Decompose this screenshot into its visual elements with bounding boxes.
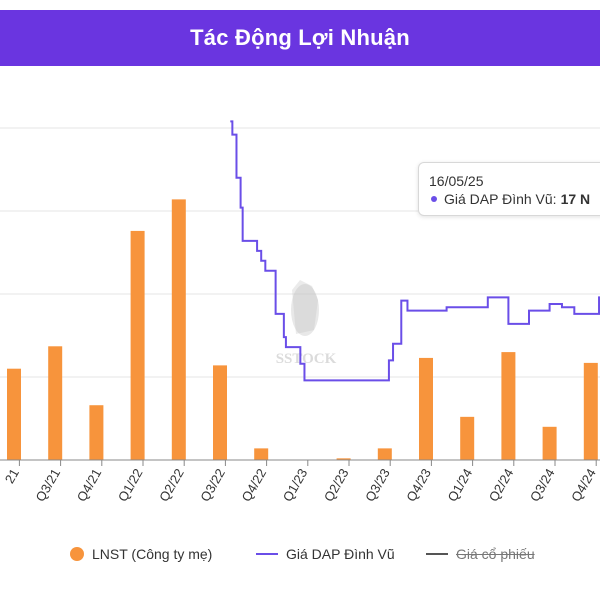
x-axis-ticks: 21 Q3/21 Q4/21 Q1/22 Q2/22 Q3/22 Q4/22 Q1/23 Q2/… (2, 460, 599, 504)
bar-Q4/23[interactable] (419, 357, 433, 460)
x-tick-label: Q3/21 (32, 466, 63, 504)
legend-label-stock-price: Giá cổ phiếu (456, 546, 535, 562)
x-tick-label: Q2/24 (486, 466, 517, 504)
legend-item-dap-price[interactable]: Giá DAP Đình Vũ (256, 546, 395, 562)
x-tick-label: Q1/22 (115, 466, 146, 504)
bar-Q4/22[interactable] (254, 448, 269, 460)
x-tick-label: Q4/24 (568, 466, 599, 504)
bar-Q3/23[interactable] (377, 448, 392, 460)
bar-Q3/22[interactable] (213, 365, 227, 460)
legend-item-stock-price[interactable]: Giá cổ phiếu (426, 546, 535, 562)
bar-Q2/22[interactable] (171, 199, 186, 460)
bar-Q4/24[interactable] (583, 362, 598, 460)
legend-label-dap-price: Giá DAP Đình Vũ (286, 546, 395, 562)
tooltip-series-name: Giá DAP Đình Vũ: (444, 191, 557, 207)
chart-header: Tác Động Lợi Nhuận (0, 10, 600, 66)
svg-text:SSTOCK: SSTOCK (276, 351, 337, 367)
bar-Q2/24[interactable] (501, 352, 516, 460)
tooltip-value: 17 N (560, 191, 591, 207)
legend-label-lnst: LNST (Công ty mẹ) (92, 546, 213, 562)
bar-Q4/21[interactable] (89, 405, 104, 460)
legend-item-lnst[interactable]: LNST (Công ty mẹ) (70, 546, 212, 562)
x-tick-label: Q2/22 (156, 466, 187, 504)
dap-price-line (230, 120, 600, 382)
legend-line-icon (426, 553, 448, 555)
x-tick-label: Q4/21 (74, 466, 105, 504)
bar-Q3/21[interactable] (48, 346, 63, 460)
tooltip-row: Giá DAP Đình Vũ: 17 N (431, 191, 590, 207)
tooltip-series-dot (431, 196, 437, 202)
x-tick-label: Q1/23 (280, 466, 311, 504)
bar-Q1/24[interactable] (460, 416, 475, 460)
x-tick-label: Q3/23 (362, 466, 393, 504)
bar-Q3/24[interactable] (542, 426, 557, 460)
bar-Q1/22[interactable] (130, 230, 145, 460)
bar-Q2/23[interactable] (336, 458, 351, 460)
bar-Q2/21[interactable] (7, 368, 21, 460)
x-tick-label: Q3/24 (527, 466, 558, 504)
legend-line-icon (256, 553, 278, 555)
legend-dot-icon (70, 547, 84, 561)
lnst-bars (7, 199, 598, 460)
x-tick-label: Q3/22 (197, 466, 228, 504)
x-tick-label: Q1/24 (444, 466, 475, 504)
x-tick-label: Q4/22 (238, 466, 269, 504)
watermark: SSTOCK (276, 280, 337, 367)
x-tick-label: 21 (2, 466, 22, 486)
tooltip-date: 16/05/25 (429, 173, 484, 189)
x-tick-label: Q4/23 (403, 466, 434, 504)
chart-legend: LNST (Công ty mẹ) Giá DAP Đình Vũ Giá cổ… (0, 536, 600, 576)
hover-tooltip: 16/05/25 Giá DAP Đình Vũ: 17 N (418, 162, 600, 216)
x-tick-label: Q2/23 (321, 466, 352, 504)
chart-title: Tác Động Lợi Nhuận (190, 25, 410, 50)
